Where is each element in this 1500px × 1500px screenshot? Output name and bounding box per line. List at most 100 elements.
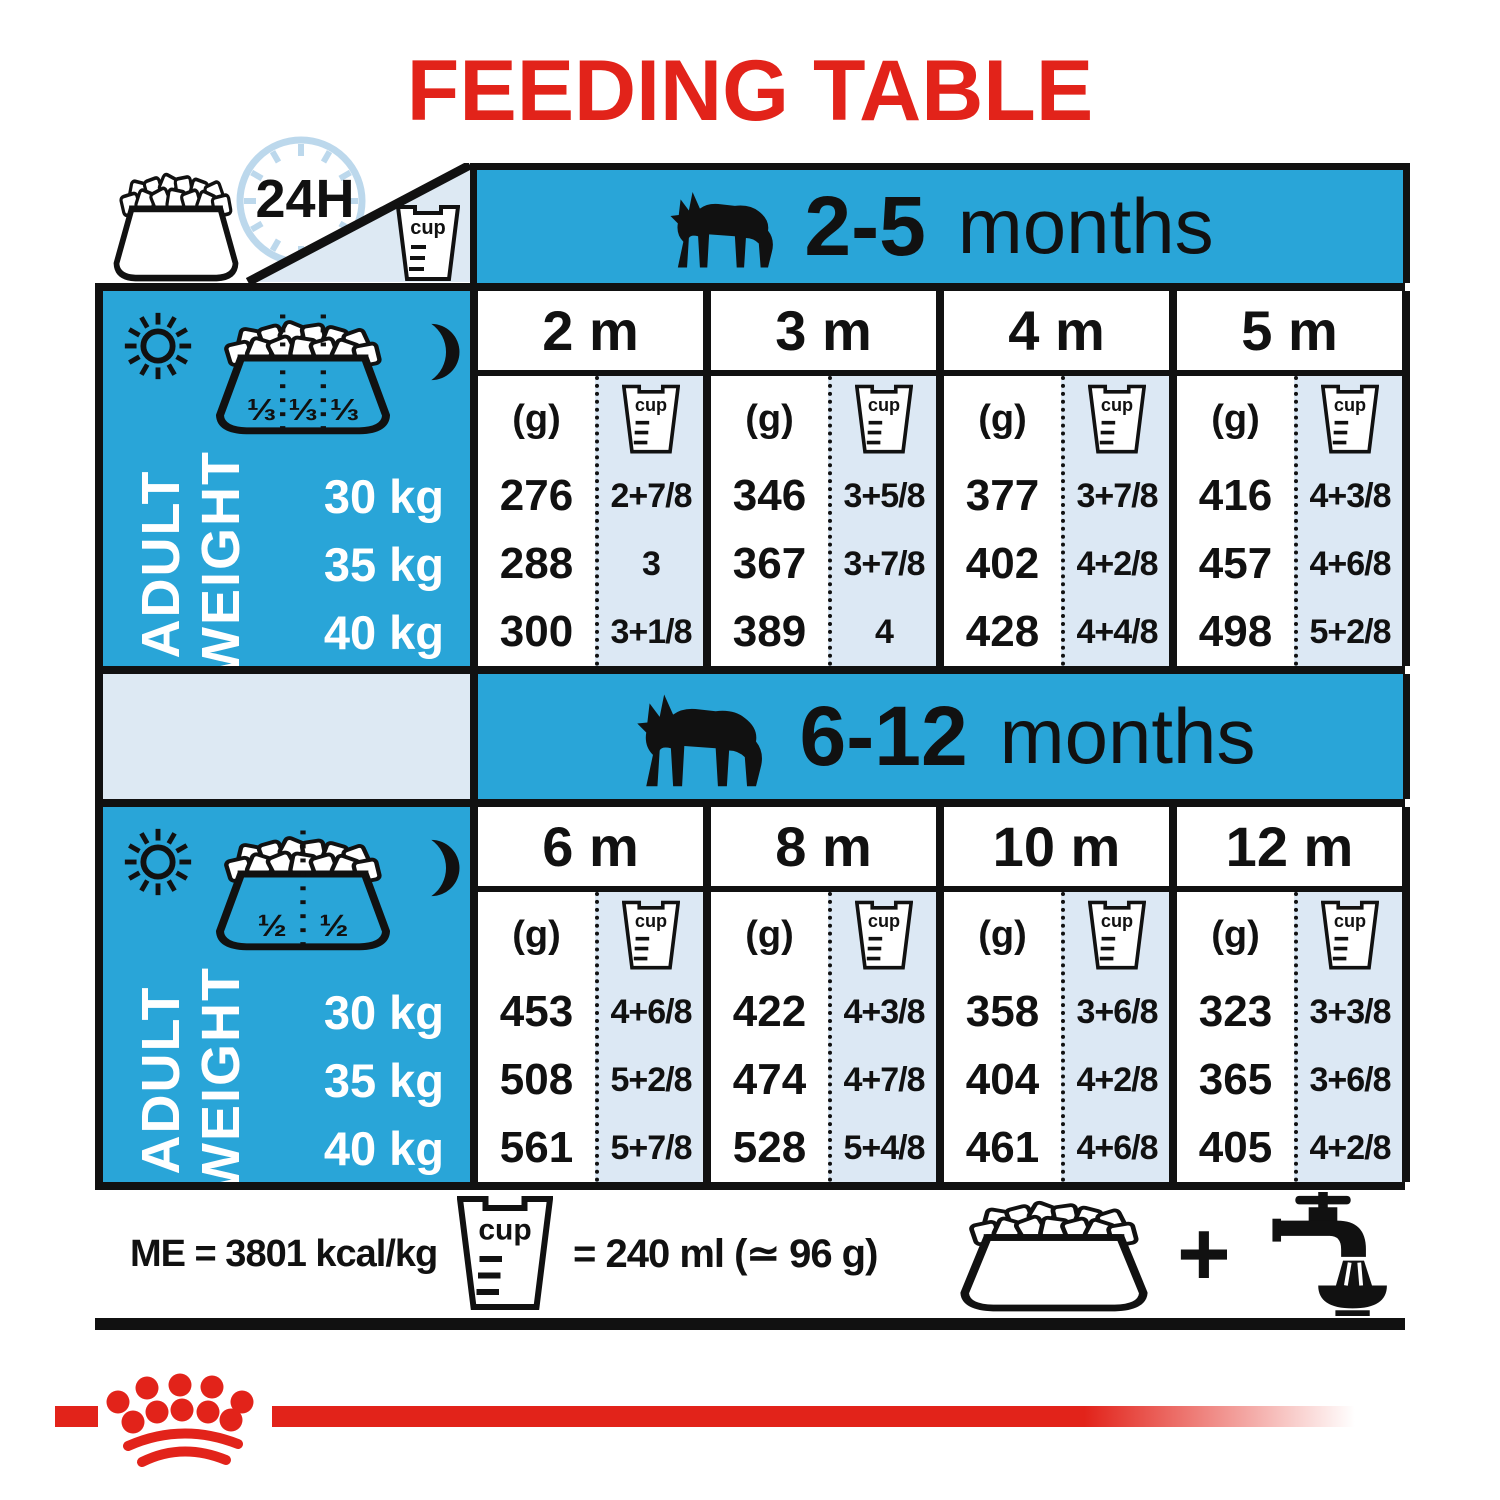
bowl-halves-icon: ½ ½: [215, 830, 391, 951]
cup-value: 3+3/8: [1309, 992, 1391, 1031]
grams-value: 461: [965, 1123, 1040, 1172]
sidebar-gap: [95, 674, 470, 799]
grams-unit-label: (g): [1211, 913, 1260, 956]
weight-label: 40 kg: [323, 605, 444, 659]
cup-value: 4+6/8: [1076, 1128, 1158, 1167]
grams-unit-label: (g): [1211, 397, 1260, 440]
cup-value: 3+6/8: [1076, 992, 1158, 1031]
age-header-2-5-months: 2-5 months: [470, 163, 1410, 283]
footer-rule: [95, 1318, 1405, 1330]
grams-value: 422: [732, 987, 807, 1036]
bowl-fraction: ½: [257, 909, 286, 944]
cup-icon: [832, 376, 936, 462]
grams-value: 389: [732, 607, 807, 656]
cup-value: 3+1/8: [610, 612, 692, 651]
cup-value: 3+7/8: [843, 544, 925, 583]
month-column-3m: 3 m (g) 346 367 389 3+5/8 3+7/8 4: [711, 291, 936, 666]
grams-unit-label: (g): [512, 397, 561, 440]
month-header: 6 m: [478, 807, 703, 892]
bowl-fraction: ⅓: [330, 393, 359, 428]
measuring-cup-icon: [457, 1194, 553, 1312]
cup-value: 4+6/8: [610, 992, 692, 1031]
grams-value: 405: [1198, 1123, 1273, 1172]
sidebar-section-1: ⅓ ⅓ ⅓ ADULT WEIGHT 30 kg 35 kg 40 kg: [95, 291, 470, 678]
grams-value: 428: [965, 607, 1040, 656]
weight-rows: 30 kg 35 kg 40 kg: [243, 462, 470, 666]
month-column-6m: 6 m (g) 453 508 561 4+6/8 5+2/8 5+7/8: [478, 807, 703, 1182]
month-header: 3 m: [711, 291, 936, 376]
month-column-5m: 5 m (g) 416 457 498 4+3/8 4+6/8 5+2/8: [1177, 291, 1402, 666]
moon-icon: [419, 837, 463, 899]
cup-value: 4+6/8: [1309, 544, 1391, 583]
cup-value: 4+4/8: [1076, 612, 1158, 651]
grams-value: 346: [732, 471, 807, 520]
sidebar-section-2: ½ ½ ADULT WEIGHT 30 kg 35 kg 40 kg: [95, 807, 470, 1194]
divider: [95, 799, 1405, 807]
moon-icon: [419, 321, 463, 383]
cup-value: 4+7/8: [843, 1060, 925, 1099]
cup-value: 3+6/8: [1309, 1060, 1391, 1099]
bowl-fraction: ½: [319, 909, 348, 944]
water-tap-icon: [1272, 1192, 1387, 1316]
grams-value: 404: [965, 1055, 1040, 1104]
grams-value: 416: [1198, 471, 1273, 520]
cup-value: 3: [642, 544, 661, 583]
weight-label: 35 kg: [323, 537, 444, 591]
age-range-rest: months: [957, 182, 1214, 270]
cup-icon: [599, 376, 703, 462]
grams-value: 276: [499, 471, 574, 520]
diagonal-divider: [246, 163, 472, 284]
month-header: 2 m: [478, 291, 703, 376]
month-header: 10 m: [944, 807, 1169, 892]
grams-unit-label: (g): [745, 397, 794, 440]
grams-value: 288: [499, 539, 574, 588]
royal-canin-crown-logo: [106, 1373, 254, 1467]
cup-icon: [1298, 892, 1402, 978]
adult-weight-label: ADULT WEIGHT: [131, 966, 251, 1194]
cup-icon: [1298, 376, 1402, 462]
cup-value: 5+7/8: [610, 1128, 692, 1167]
bowl-fraction: ⅓: [288, 393, 317, 428]
grams-value: 300: [499, 607, 574, 656]
month-column-2m: 2 m (g) 276 288 300 2+7/8 3 3+1/8: [478, 291, 703, 666]
month-header: 4 m: [944, 291, 1169, 376]
grams-value: 402: [965, 539, 1040, 588]
grams-value: 508: [499, 1055, 574, 1104]
cup-value: 4+2/8: [1076, 1060, 1158, 1099]
grams-value: 561: [499, 1123, 574, 1172]
grams-value: 367: [732, 539, 807, 588]
food-bowl-icon: [960, 1194, 1148, 1312]
grams-unit-label: (g): [512, 913, 561, 956]
24h-label: 24H: [255, 169, 355, 229]
puppy-dog-icon: [666, 181, 778, 273]
cup-icon: [1065, 892, 1169, 978]
cup-value: 4: [875, 612, 894, 651]
cup-value: 4+3/8: [1309, 476, 1391, 515]
cup-icon: [1065, 376, 1169, 462]
age-range-bold: 2-5: [804, 179, 926, 273]
age-header-6-12-months: 6-12 months: [470, 674, 1410, 799]
bowl-fraction: ⅓: [247, 393, 276, 428]
cup-value: 2+7/8: [610, 476, 692, 515]
grams-value: 323: [1198, 987, 1273, 1036]
weight-label: 40 kg: [323, 1121, 444, 1175]
cup-value: 5+2/8: [1309, 612, 1391, 651]
age-range-bold: 6-12: [799, 689, 968, 783]
sun-icon: [119, 307, 197, 385]
age-range-rest: months: [999, 692, 1256, 780]
grams-value: 457: [1198, 539, 1273, 588]
month-column-8m: 8 m (g) 422 474 528 4+3/8 4+7/8 5+4/8: [711, 807, 936, 1182]
month-header: 12 m: [1177, 807, 1402, 892]
sun-icon: [119, 823, 197, 901]
cup-value: 3+7/8: [1076, 476, 1158, 515]
cup-value: 4+2/8: [1076, 544, 1158, 583]
brand-line-left: [55, 1406, 98, 1427]
grams-value: 377: [965, 471, 1040, 520]
page-title: FEEDING TABLE: [406, 43, 1094, 139]
metabolizable-energy-label: ME = 3801 kcal/kg: [130, 1232, 438, 1275]
cup-value: 4+2/8: [1309, 1128, 1391, 1167]
month-column-4m: 4 m (g) 377 402 428 3+7/8 4+2/8 4+4/8: [944, 291, 1169, 666]
weight-rows: 30 kg 35 kg 40 kg: [243, 978, 470, 1182]
divider: [95, 666, 1405, 674]
